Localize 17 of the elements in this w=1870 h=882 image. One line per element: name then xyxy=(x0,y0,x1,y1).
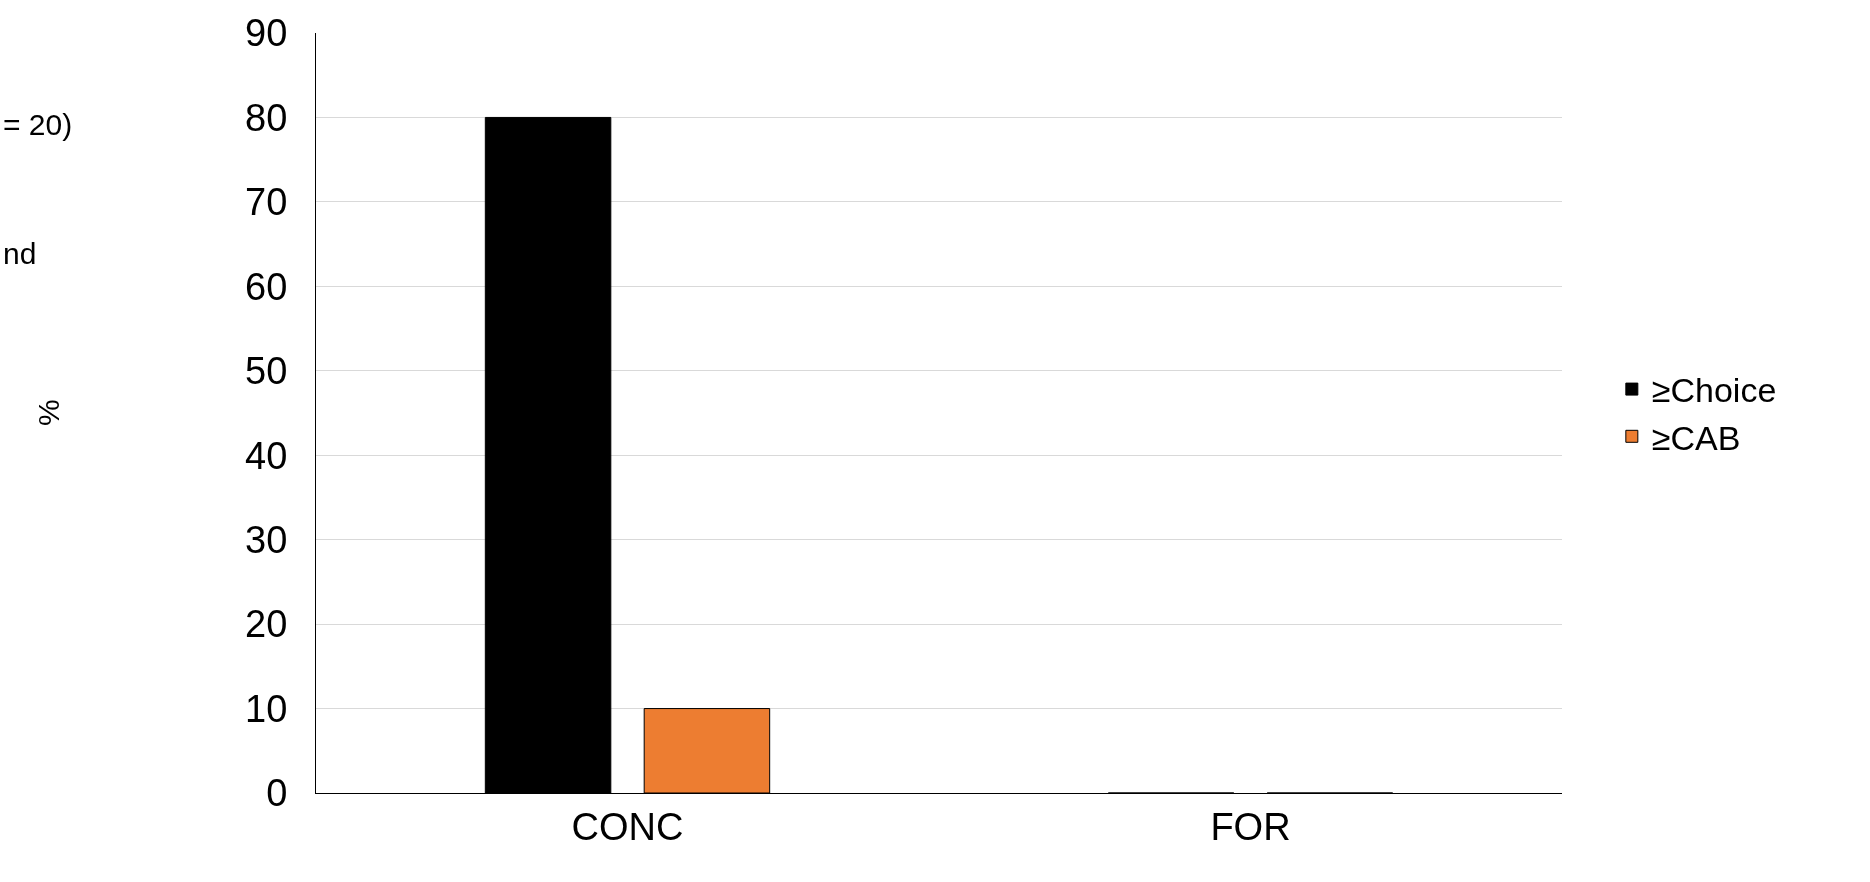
text: = 20) xyxy=(3,108,73,141)
y-tick-label: 50 xyxy=(245,350,288,393)
legend-label: ≥Choice xyxy=(1651,371,1777,410)
y-tick-label: 20 xyxy=(245,603,288,646)
x-tick-label: FOR xyxy=(1210,805,1291,848)
text: % xyxy=(32,399,66,427)
y-tick-label: 30 xyxy=(245,518,288,561)
y-tick-label: 0 xyxy=(266,772,288,815)
x-tick-label: CONC xyxy=(571,805,684,848)
y-tick-label: 70 xyxy=(245,181,288,224)
text: nd xyxy=(3,237,37,270)
y-tick-label: 90 xyxy=(245,12,288,55)
y-tick-label: 10 xyxy=(245,687,288,730)
y-tick-label: 80 xyxy=(245,96,288,139)
legend-label: ≥CAB xyxy=(1651,418,1741,457)
y-tick-label: 60 xyxy=(245,265,288,308)
y-tick-label: 40 xyxy=(245,434,288,477)
